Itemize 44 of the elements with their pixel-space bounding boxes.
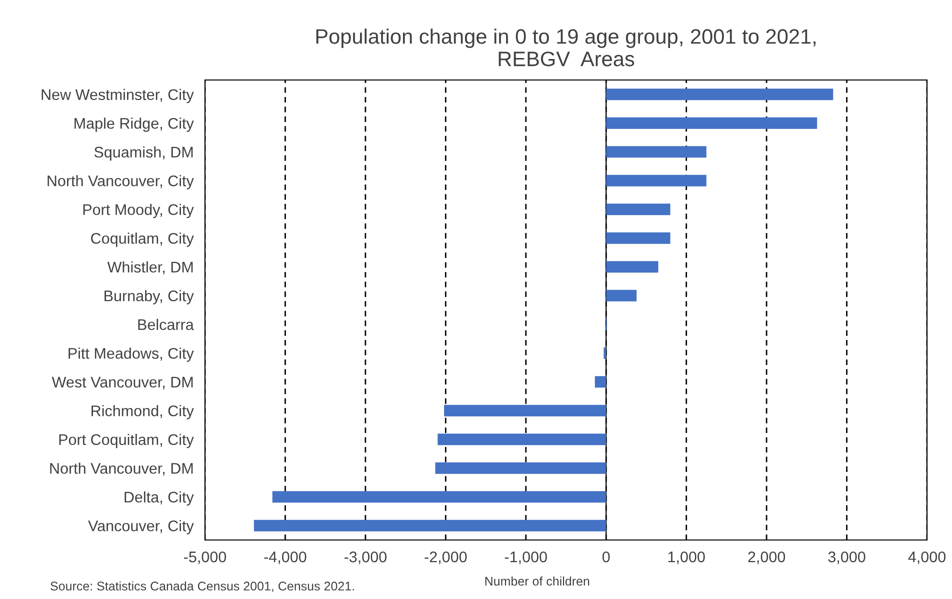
bar — [606, 146, 706, 158]
x-tick-label: 3,000 — [828, 552, 866, 564]
y-tick-label: Coquitlam, City — [91, 232, 194, 247]
x-tick-label: 2,000 — [748, 552, 786, 564]
x-axis-title: Number of children — [485, 576, 590, 586]
bar — [606, 117, 818, 129]
bar — [606, 204, 670, 216]
y-tick-label: New Westminster, City — [42, 88, 194, 104]
bar — [606, 261, 658, 273]
y-tick-label: Port Moody, City — [83, 204, 194, 218]
y-tick-label: Burnaby, City — [104, 290, 194, 304]
x-tick-label: -1,000 — [504, 552, 547, 564]
y-tick-label: Delta, City — [124, 491, 194, 506]
bar — [254, 520, 606, 532]
chart-title: Population change in 0 to 19 age group, 2001 to 2021, REBGV Areas — [316, 28, 816, 66]
bar — [606, 88, 834, 100]
y-tick-label: West Vancouver, DM — [52, 376, 193, 390]
y-tick-label: North Vancouver, DM — [50, 462, 193, 476]
y-tick-label: Richmond, City — [92, 405, 194, 420]
source-note: Source: Statistics Canada Census 2001, Census 2021. — [50, 581, 354, 592]
bar — [604, 347, 606, 359]
bar — [606, 174, 706, 186]
bar — [435, 462, 606, 474]
bar — [594, 376, 606, 388]
bar — [438, 434, 606, 446]
bar — [272, 491, 606, 503]
x-tick-label: -4,000 — [264, 552, 306, 564]
x-tick-label: -3,000 — [344, 552, 387, 564]
x-tick-label: -2,000 — [424, 552, 467, 564]
bar — [444, 404, 606, 416]
y-tick-label: Vancouver, City — [88, 520, 194, 534]
bar — [606, 290, 637, 302]
y-tick-label: Maple Ridge, City — [74, 118, 194, 132]
x-tick-label: -5,000 — [184, 552, 226, 564]
y-tick-label: Squamish, DM — [94, 146, 193, 161]
y-tick-label: Whistler, DM — [107, 261, 193, 274]
x-tick-label: 1,000 — [668, 552, 705, 564]
bar — [606, 232, 670, 244]
y-tick-label: Port Coquitlam, City — [59, 434, 194, 448]
y-tick-label: Pitt Meadows, City — [68, 348, 194, 362]
x-tick-label: 0 — [602, 552, 610, 562]
y-tick-label: Belcarra — [138, 318, 194, 330]
x-tick-label: 4,000 — [908, 552, 946, 564]
y-tick-label: North Vancouver, City — [48, 175, 194, 190]
